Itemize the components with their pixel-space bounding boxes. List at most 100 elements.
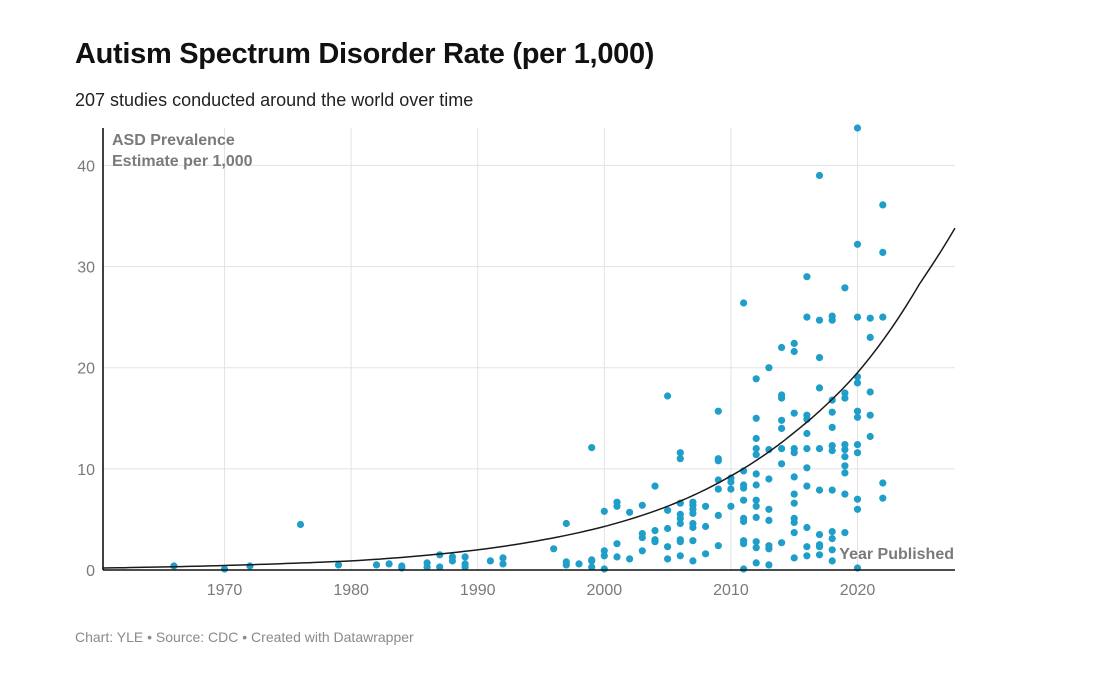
data-point xyxy=(752,414,760,422)
data-point xyxy=(727,485,735,493)
data-point xyxy=(803,429,811,438)
data-point xyxy=(664,392,672,400)
data-point xyxy=(765,475,773,483)
data-point xyxy=(765,516,773,525)
data-point xyxy=(790,339,798,347)
data-point xyxy=(853,373,862,381)
x-axis-title: Year Published xyxy=(839,546,954,563)
data-point xyxy=(815,316,824,324)
data-point xyxy=(740,481,748,489)
data-point xyxy=(651,527,659,535)
data-point xyxy=(676,455,684,463)
data-point xyxy=(803,313,811,321)
data-point xyxy=(866,314,874,322)
data-point xyxy=(575,560,583,568)
data-point xyxy=(740,565,748,573)
data-point xyxy=(815,171,824,180)
data-point xyxy=(588,563,596,571)
data-point xyxy=(499,554,507,562)
x-axis-ticks: 1970 1980 1990 2000 2010 2020 xyxy=(207,582,876,599)
data-point xyxy=(676,552,684,560)
data-point xyxy=(651,536,659,544)
chart-title: Autism Spectrum Disorder Rate (per 1,000… xyxy=(75,38,655,70)
data-point xyxy=(790,445,798,453)
data-point xyxy=(600,507,608,515)
data-point xyxy=(879,479,887,487)
data-point xyxy=(702,522,710,531)
data-point xyxy=(866,411,874,419)
data-point xyxy=(815,486,824,494)
data-point xyxy=(689,498,697,506)
x-tick-label: 1970 xyxy=(207,582,243,599)
data-point xyxy=(664,555,672,563)
data-point xyxy=(828,312,836,320)
data-point xyxy=(461,553,469,561)
data-point xyxy=(765,542,773,550)
data-point xyxy=(600,552,608,560)
data-point xyxy=(752,496,760,504)
data-point xyxy=(740,299,748,307)
data-point xyxy=(778,445,786,453)
data-point xyxy=(828,423,836,431)
data-point xyxy=(752,502,760,510)
y-tick-label: 40 xyxy=(77,158,95,175)
data-point xyxy=(853,124,862,132)
data-point xyxy=(752,451,760,459)
data-point xyxy=(815,531,824,539)
data-point xyxy=(803,464,811,472)
data-point xyxy=(486,557,494,565)
data-point xyxy=(664,524,672,533)
data-point xyxy=(853,505,862,513)
trend-line xyxy=(102,227,956,569)
data-point xyxy=(853,240,862,248)
data-point xyxy=(778,424,786,432)
data-point xyxy=(828,535,836,543)
data-point xyxy=(790,347,798,356)
data-point xyxy=(702,502,710,510)
data-point xyxy=(803,445,811,453)
data-point xyxy=(803,543,811,551)
data-point xyxy=(702,550,710,558)
data-point xyxy=(853,495,862,503)
data-point xyxy=(765,561,773,569)
x-tick-label: 1980 xyxy=(333,582,369,599)
data-point xyxy=(385,560,393,568)
data-point xyxy=(664,543,672,551)
data-point xyxy=(714,511,722,519)
data-point xyxy=(689,557,697,565)
data-point xyxy=(714,455,722,463)
data-point xyxy=(600,565,608,573)
data-point xyxy=(778,391,786,399)
data-point xyxy=(841,284,849,292)
data-point xyxy=(638,547,646,555)
x-tick-label: 1990 xyxy=(460,582,496,599)
data-point xyxy=(879,494,887,502)
y-tick-label: 0 xyxy=(86,563,95,580)
data-point xyxy=(448,553,456,561)
data-point xyxy=(334,561,343,569)
data-point xyxy=(828,447,836,455)
data-point xyxy=(765,505,773,513)
data-point xyxy=(841,462,849,470)
data-point xyxy=(879,201,887,209)
data-point xyxy=(676,519,684,528)
data-point xyxy=(841,389,849,397)
data-point xyxy=(815,551,824,559)
data-point xyxy=(398,562,406,570)
data-point xyxy=(853,449,862,457)
data-point xyxy=(765,364,773,372)
data-point xyxy=(562,519,570,528)
data-point xyxy=(828,442,836,450)
data-point xyxy=(778,343,786,352)
data-point xyxy=(752,559,760,567)
y-axis-ticks: 0 10 20 30 40 xyxy=(77,158,95,580)
data-point xyxy=(841,446,849,454)
data-point xyxy=(676,536,684,544)
y-tick-label: 30 xyxy=(77,260,95,277)
data-point xyxy=(499,560,507,568)
data-point xyxy=(841,441,849,449)
data-point xyxy=(790,514,798,523)
data-point xyxy=(853,313,862,321)
data-point xyxy=(613,540,621,548)
chart-subtitle: 207 studies conducted around the world o… xyxy=(75,90,474,110)
